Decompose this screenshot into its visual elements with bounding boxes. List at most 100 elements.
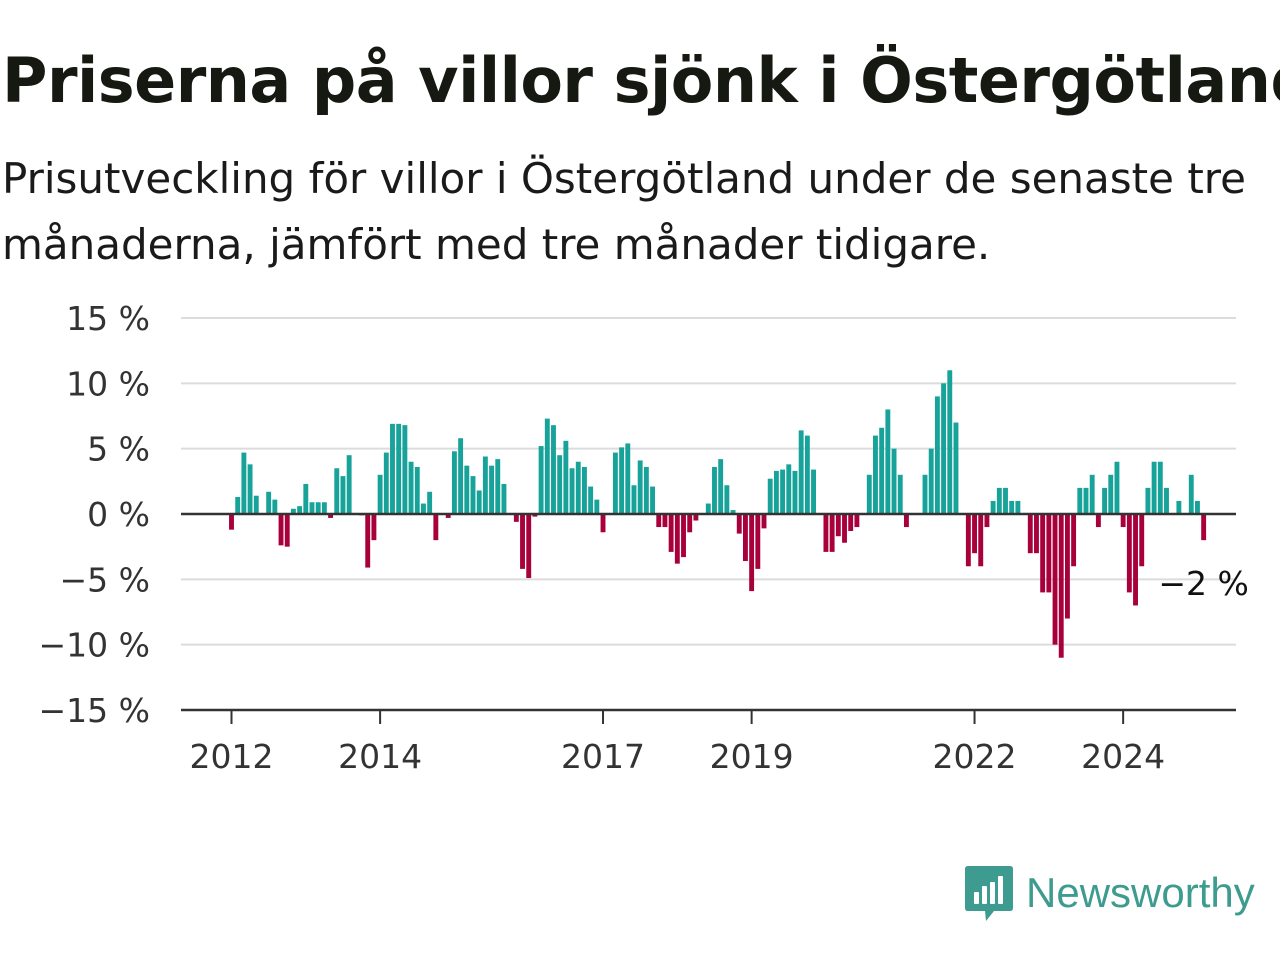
bar <box>538 446 544 514</box>
brand-logo: Newsworthy <box>964 864 1255 922</box>
bar <box>934 396 940 514</box>
bar <box>532 514 538 517</box>
bar <box>650 486 656 514</box>
bar <box>1046 514 1052 593</box>
bar <box>1114 461 1120 514</box>
bar <box>402 425 408 514</box>
bar <box>1164 487 1169 514</box>
bar <box>470 476 476 514</box>
bar <box>842 514 847 543</box>
bar <box>1071 514 1077 567</box>
x-tick-label: 2017 <box>561 737 645 776</box>
gridlines <box>181 317 1236 646</box>
bar <box>476 490 482 514</box>
bar <box>1126 514 1132 593</box>
bar <box>290 508 296 514</box>
bar <box>1195 500 1200 514</box>
bar <box>581 466 587 514</box>
bar <box>643 466 649 514</box>
bar <box>1145 487 1151 514</box>
y-tick-label: −10 % <box>39 626 151 665</box>
bar <box>377 474 383 514</box>
bar <box>773 470 779 514</box>
chart-subtitle: Prisutveckling för villor i Östergötland… <box>2 154 1246 269</box>
bar <box>346 455 352 514</box>
bar <box>328 514 334 518</box>
bar <box>513 514 519 522</box>
bar <box>798 430 804 514</box>
y-axis-tick-labels: 15 % 10 % 5 % 0 % −5 % −10 % −15 % <box>39 299 151 730</box>
bar <box>1040 514 1046 593</box>
bar <box>1133 514 1138 606</box>
bar <box>693 514 699 521</box>
bar <box>421 503 426 514</box>
bars <box>229 370 1207 658</box>
bar <box>941 383 947 514</box>
bar <box>965 514 971 567</box>
y-tick-label: 10 % <box>66 364 150 403</box>
bar <box>687 514 693 533</box>
bar <box>253 495 259 514</box>
bar <box>1176 500 1182 514</box>
bar <box>1034 514 1039 554</box>
bar <box>736 514 742 534</box>
bar <box>408 461 414 514</box>
bar <box>272 499 278 514</box>
bar <box>848 514 854 531</box>
bar <box>1052 514 1058 645</box>
bar <box>464 465 470 514</box>
bar <box>786 464 792 514</box>
bar <box>668 514 674 552</box>
bar <box>612 452 618 514</box>
bar <box>897 474 903 514</box>
bar <box>1027 514 1033 554</box>
bar <box>792 470 798 514</box>
bar <box>458 438 464 514</box>
bar <box>495 459 501 514</box>
bar <box>637 460 643 514</box>
bar <box>724 485 730 514</box>
bar <box>674 514 680 564</box>
bar <box>309 502 315 514</box>
y-tick-label: 15 % <box>66 299 150 338</box>
bar <box>1157 461 1163 514</box>
bar <box>334 468 340 514</box>
y-tick-label: 5 % <box>87 430 150 469</box>
bar <box>297 506 303 514</box>
y-tick-label: −5 % <box>60 560 151 599</box>
bar <box>321 502 327 514</box>
bar <box>1003 487 1008 514</box>
bar <box>656 514 662 528</box>
bar <box>489 465 495 514</box>
bar <box>835 514 841 537</box>
bar <box>569 468 575 514</box>
bar <box>1108 474 1114 514</box>
bar <box>625 443 631 514</box>
bar <box>433 514 439 541</box>
bar <box>984 514 990 528</box>
y-tick-label: −15 % <box>39 691 151 730</box>
bar <box>1077 487 1083 514</box>
bar <box>383 452 389 514</box>
bar <box>804 435 810 514</box>
bar <box>1064 514 1070 619</box>
bar <box>879 427 885 514</box>
bar <box>823 514 829 552</box>
bar <box>1120 514 1126 528</box>
bar <box>730 510 736 514</box>
newsworthy-logo-icon <box>965 866 1013 921</box>
bar <box>600 514 606 533</box>
bar <box>1151 461 1157 514</box>
bar <box>922 474 928 514</box>
bar <box>891 448 897 514</box>
bar <box>557 455 563 514</box>
bar <box>885 409 891 514</box>
bar <box>990 500 996 514</box>
bar <box>1188 474 1194 514</box>
bar <box>619 447 625 514</box>
bar <box>284 514 290 547</box>
bar <box>953 422 959 514</box>
bar <box>235 497 241 514</box>
bar <box>755 514 761 569</box>
